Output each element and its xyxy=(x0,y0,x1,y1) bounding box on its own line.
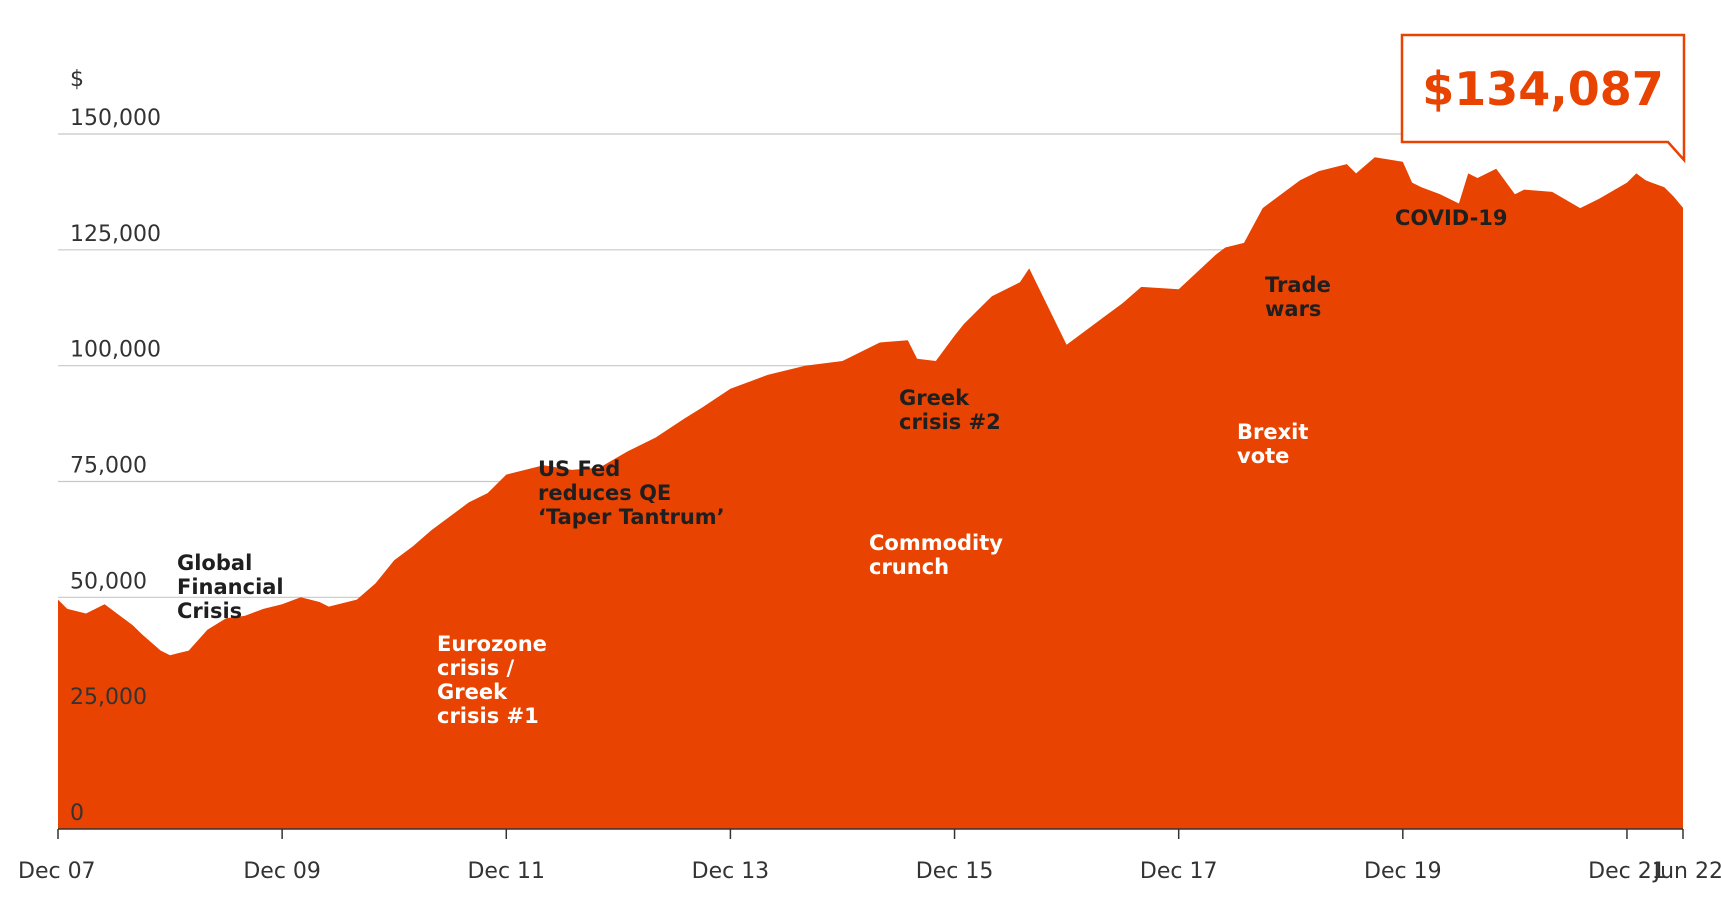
annotation-1: Eurozone crisis / Greek crisis #1 xyxy=(437,632,547,728)
x-tick-label-6: Dec 19 xyxy=(1364,859,1442,884)
y-tick-label-4: 100,000 xyxy=(70,338,161,363)
y-tick-label-1: 25,000 xyxy=(70,685,147,710)
callout-box xyxy=(1400,33,1686,164)
annotation-6: Trade wars xyxy=(1265,273,1331,321)
x-tick-label-3: Dec 13 xyxy=(692,859,770,884)
x-tick-label-7: Dec 21 xyxy=(1588,859,1666,884)
x-tick-label-8: Jun 22 xyxy=(1652,859,1721,884)
annotation-0: Global Financial Crisis xyxy=(177,551,284,623)
y-tick-label-2: 50,000 xyxy=(70,569,147,594)
annotation-3: Commodity crunch xyxy=(869,531,1003,579)
annotation-7: COVID-19 xyxy=(1395,206,1508,230)
x-tick-label-0: Dec 07 xyxy=(18,859,96,884)
annotation-5: Brexit vote xyxy=(1237,420,1308,468)
y-tick-label-3: 75,000 xyxy=(70,454,147,479)
annotations: Global Financial Crisis Eurozone crisis / Gre… xyxy=(177,206,1508,728)
y-axis-label: $ xyxy=(70,67,84,92)
annotation-4: Greek crisis #2 xyxy=(899,386,1001,434)
x-tick-label-4: Dec 15 xyxy=(916,859,994,884)
value-callout: $134,087 xyxy=(1400,33,1686,164)
annotation-2: US Fed reduces QE ‘Taper Tantrum’ xyxy=(538,457,725,529)
x-tick-label-5: Dec 17 xyxy=(1140,859,1218,884)
y-tick-label-6: 150,000 xyxy=(70,106,161,131)
callout-value: $134,087 xyxy=(1422,62,1664,116)
y-tick-label-5: 125,000 xyxy=(70,222,161,247)
x-ticks: Dec 07 Dec 09 Dec 11 Dec 13 Dec 15 Dec 17 Dec … xyxy=(18,829,1721,884)
x-tick-label-2: Dec 11 xyxy=(467,859,545,884)
series-area xyxy=(58,157,1683,829)
x-tick-label-1: Dec 09 xyxy=(243,859,321,884)
y-tick-labels: 0 25,000 50,000 75,000 100,000 125,000 150,000 xyxy=(70,106,161,826)
y-tick-label-0: 0 xyxy=(70,801,84,826)
